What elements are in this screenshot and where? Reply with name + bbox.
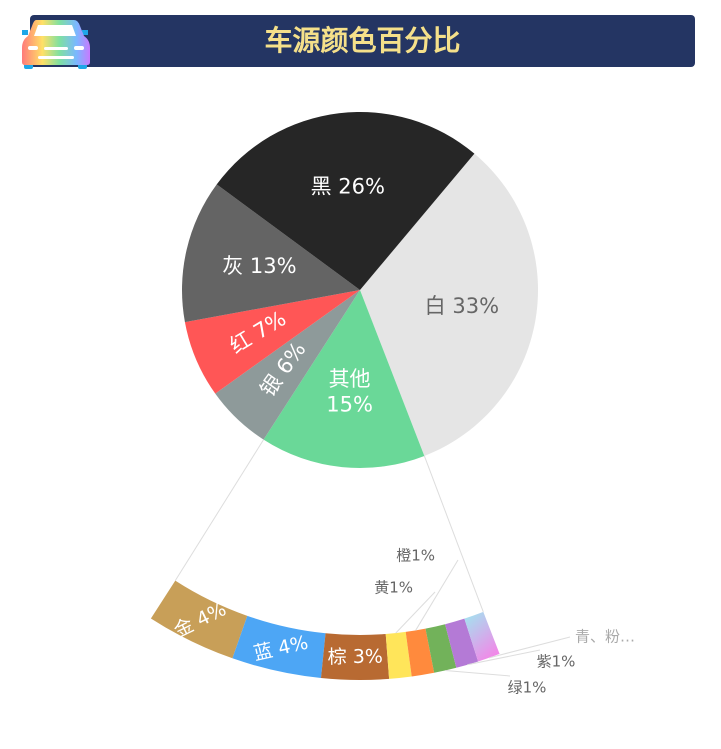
pie-slice-灰 bbox=[181, 184, 360, 323]
breakdown-slice-黄 bbox=[385, 631, 412, 679]
breakdown-slice-金 bbox=[150, 580, 248, 659]
title-bar bbox=[30, 15, 695, 67]
breakdown-slice-青、粉 bbox=[464, 611, 500, 662]
breakdown-label-橙: 橙1% bbox=[396, 547, 435, 565]
leader-line-紫 bbox=[467, 649, 541, 666]
leader-line-青、粉 bbox=[488, 636, 571, 659]
connector-line bbox=[423, 455, 484, 613]
leader-line-黄 bbox=[395, 591, 436, 634]
pie-slice-银 bbox=[215, 290, 360, 440]
breakdown-slice-棕 bbox=[320, 633, 390, 680]
breakdown-slice-橙 bbox=[405, 628, 435, 677]
leader-line-绿 bbox=[445, 669, 511, 677]
connector-line bbox=[174, 439, 264, 581]
pie-slice-其他 bbox=[263, 290, 425, 468]
pie-slice-白 bbox=[360, 153, 538, 456]
breakdown-label-黄: 黄1% bbox=[374, 579, 413, 597]
breakdown-label-棕: 棕 3% bbox=[328, 646, 383, 669]
rainbow-car-icon bbox=[22, 20, 90, 69]
breakdown-label-紫: 紫1% bbox=[537, 653, 576, 671]
pie-label-其他: 其他 15% bbox=[326, 367, 373, 416]
pie-label-黑: 黑 26% bbox=[311, 174, 385, 198]
chart-title: 车源颜色百分比 bbox=[264, 24, 461, 57]
breakdown-label-绿: 绿1% bbox=[508, 679, 547, 697]
leader-line-橙 bbox=[415, 559, 459, 631]
pie-label-灰: 灰 13% bbox=[222, 254, 296, 278]
pie-slice-红 bbox=[184, 290, 360, 394]
breakdown-slice-蓝 bbox=[232, 615, 326, 679]
breakdown-slice-绿 bbox=[425, 624, 457, 673]
breakdown-slice-紫 bbox=[445, 618, 479, 668]
pie-slice-黑 bbox=[216, 111, 475, 290]
breakdown-label-青、粉: 青、粉… bbox=[575, 628, 635, 646]
pie-label-白: 白 33% bbox=[425, 294, 499, 318]
